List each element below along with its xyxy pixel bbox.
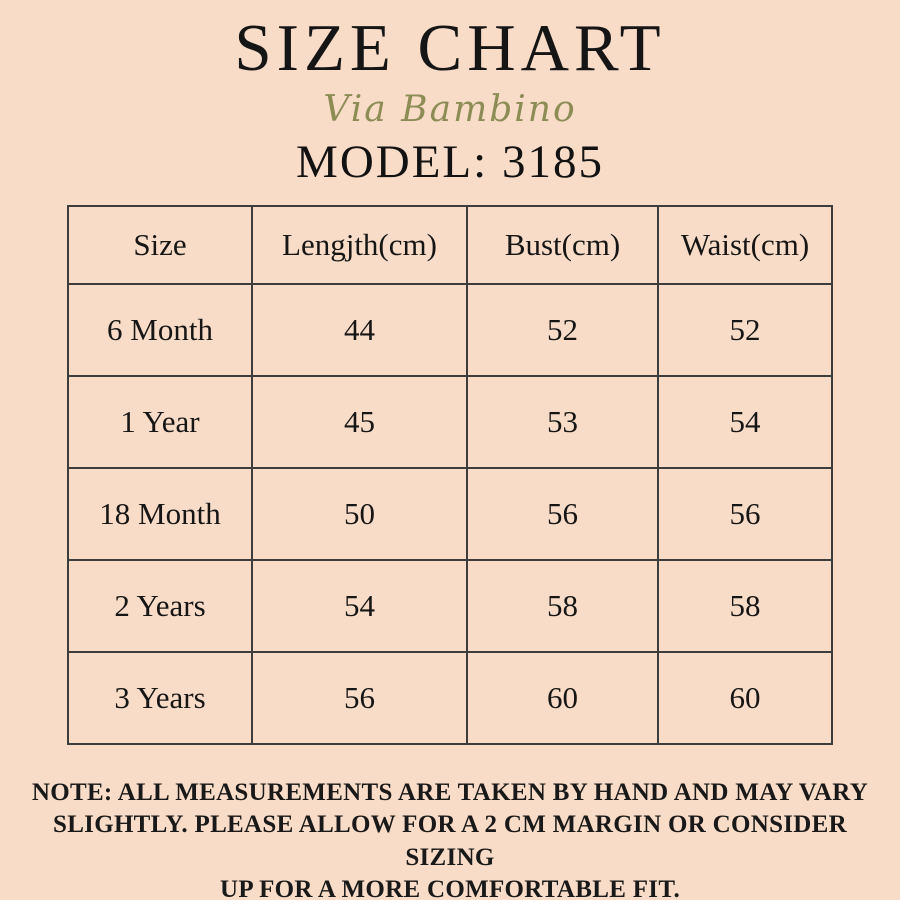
brand-script: Via Bambino (323, 88, 577, 130)
size-table-header: Size Lengjth(cm) Bust(cm) Waist(cm) (67, 204, 833, 285)
cell-size: 1 Year (67, 374, 253, 469)
cell-waist: 52 (657, 282, 833, 377)
table-row: 18 Month 50 56 56 (67, 466, 833, 561)
cell-length: 56 (251, 650, 468, 745)
cell-size: 3 Years (67, 650, 253, 745)
col-header-length: Lengjth(cm) (251, 204, 468, 285)
cell-length: 45 (251, 374, 468, 469)
note-line: UP FOR A MORE COMFORTABLE FIT. (220, 876, 680, 900)
cell-length: 44 (251, 282, 468, 377)
header-row: Size Lengjth(cm) Bust(cm) Waist(cm) (67, 204, 833, 285)
table-row: 3 Years 56 60 60 (67, 650, 833, 745)
cell-length: 54 (251, 558, 468, 653)
page-title: SIZE CHART (234, 11, 666, 85)
cell-length: 50 (251, 466, 468, 561)
size-table-body: 6 Month 44 52 52 1 Year 45 53 54 18 Mont… (67, 282, 833, 745)
table-row: 1 Year 45 53 54 (67, 374, 833, 469)
note-line: NOTE: ALL MEASUREMENTS ARE TAKEN BY HAND… (31, 778, 869, 806)
measurement-note: NOTE: ALL MEASUREMENTS ARE TAKEN BY HAND… (20, 777, 880, 900)
cell-waist: 56 (657, 466, 833, 561)
table-row: 6 Month 44 52 52 (67, 282, 833, 377)
cell-bust: 52 (466, 282, 659, 377)
cell-size: 6 Month (67, 282, 253, 377)
cell-bust: 53 (466, 374, 659, 469)
cell-waist: 58 (657, 558, 833, 653)
col-header-bust: Bust(cm) (466, 204, 659, 285)
col-header-size: Size (67, 204, 253, 285)
cell-bust: 60 (466, 650, 659, 745)
cell-bust: 56 (466, 466, 659, 561)
model-number: MODEL: 3185 (296, 135, 604, 188)
cell-waist: 54 (657, 374, 833, 469)
col-header-waist: Waist(cm) (657, 204, 833, 285)
size-table: Size Lengjth(cm) Bust(cm) Waist(cm) 6 Mo… (67, 204, 833, 745)
cell-waist: 60 (657, 650, 833, 745)
note-line: SLIGHTLY. PLEASE ALLOW FOR A 2 CM MARGIN… (52, 811, 847, 871)
cell-size: 18 Month (67, 466, 253, 561)
table-row: 2 Years 54 58 58 (67, 558, 833, 653)
cell-bust: 58 (466, 558, 659, 653)
cell-size: 2 Years (67, 558, 253, 653)
